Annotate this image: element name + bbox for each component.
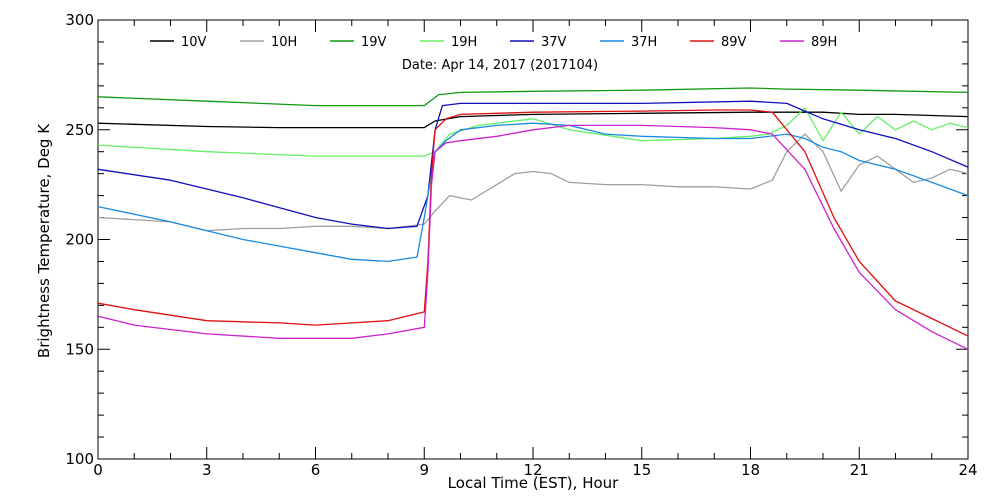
series-line-19v: [97, 87, 969, 107]
series-line-10h: [97, 133, 969, 232]
legend-label-89h: 89H: [811, 35, 837, 50]
x-axis-ticks: 0 3 6 9 12 15 18 21 24: [93, 20, 978, 479]
x-tick-label: 0: [93, 461, 103, 479]
series-lines: [97, 87, 969, 350]
y-axis-ticks: 100 150 200 250 300: [65, 11, 968, 468]
x-tick-label: 18: [741, 461, 760, 479]
plot-border: [97, 19, 969, 460]
y-tick-label: 200: [65, 231, 94, 249]
legend-label-10v: 10V: [181, 35, 207, 50]
legend-label-37v: 37V: [541, 35, 567, 50]
y-tick-label: 100: [65, 450, 94, 468]
legend-label-19v: 19V: [361, 35, 387, 50]
y-tick-label: 300: [65, 11, 94, 29]
x-tick-label: 9: [419, 461, 429, 479]
date-annotation: Date: Apr 14, 2017 (2017104): [402, 58, 598, 73]
legend: 10V 10H 19V 19H 37V 37H 89V 89H: [150, 35, 837, 50]
legend-label-89v: 89V: [721, 35, 747, 50]
x-tick-label: 15: [632, 461, 651, 479]
legend-label-19h: 19H: [451, 35, 477, 50]
y-tick-label: 150: [65, 340, 94, 358]
x-tick-label: 24: [958, 461, 977, 479]
y-tick-label: 250: [65, 121, 94, 139]
x-tick-label: 6: [311, 461, 321, 479]
series-line-37h: [97, 122, 969, 263]
series-line-89h: [97, 124, 969, 350]
x-tick-label: 12: [523, 461, 542, 479]
series-line-37v: [97, 100, 969, 230]
legend-label-10h: 10H: [271, 35, 297, 50]
series-line-10v: [97, 111, 969, 129]
x-tick-label: 3: [202, 461, 212, 479]
series-line-89v: [97, 109, 969, 337]
x-tick-label: 21: [850, 461, 869, 479]
legend-label-37h: 37H: [631, 35, 657, 50]
x-axis-title: Local Time (EST), Hour: [448, 474, 619, 492]
plot-frame: [97, 19, 969, 460]
y-axis-title: Brightness Temperature, Deg K: [35, 123, 53, 358]
